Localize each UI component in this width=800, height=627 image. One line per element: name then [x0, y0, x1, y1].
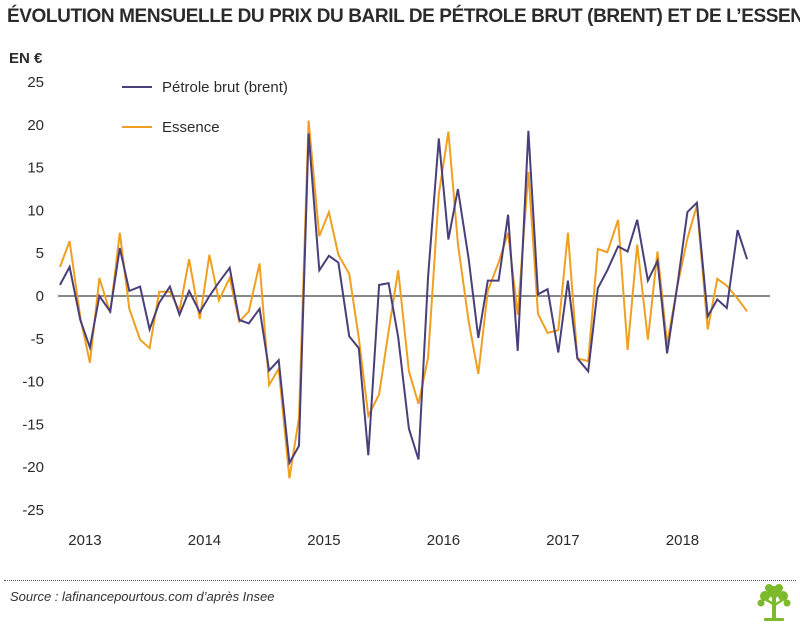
y-tick-label: 25	[27, 74, 44, 91]
y-axis-tick-labels: 25 20 15 10 5 0 -5 -10 -15 -20 -25	[22, 74, 44, 519]
y-tick-label: 20	[27, 117, 44, 134]
legend-label: Essence	[162, 119, 220, 136]
series-lines	[59, 120, 749, 479]
y-axis-unit-label: EN €	[9, 50, 43, 67]
x-tick-label: 2014	[188, 532, 221, 549]
tree-logo-icon	[757, 584, 791, 621]
y-tick-label: -5	[31, 331, 44, 348]
y-tick-label: 15	[27, 160, 44, 177]
y-tick-label: 10	[27, 202, 44, 219]
y-tick-label: 0	[36, 288, 44, 305]
x-tick-label: 2015	[307, 532, 340, 549]
x-axis-tick-labels: 2013 2014 2015 2016 2017 2018	[68, 532, 699, 549]
y-tick-label: -10	[22, 374, 44, 391]
legend: Pétrole brut (brent) Essence	[122, 79, 288, 136]
y-tick-label: 5	[36, 245, 44, 262]
legend-label: Pétrole brut (brent)	[162, 79, 288, 96]
source-note: Source : lafinancepourtous.com d’après I…	[10, 589, 275, 604]
y-tick-label: -25	[22, 502, 44, 519]
series-line-essence	[59, 120, 748, 479]
series-line-brent	[59, 130, 749, 467]
y-tick-label: -20	[22, 459, 44, 476]
y-tick-label: -15	[22, 416, 44, 433]
x-tick-label: 2018	[666, 532, 699, 549]
x-tick-label: 2017	[546, 532, 579, 549]
footer-divider	[4, 580, 796, 581]
x-tick-label: 2016	[427, 532, 460, 549]
chart-title: ÉVOLUTION MENSUELLE DU PRIX DU BARIL DE …	[7, 6, 800, 27]
x-tick-label: 2013	[68, 532, 101, 549]
